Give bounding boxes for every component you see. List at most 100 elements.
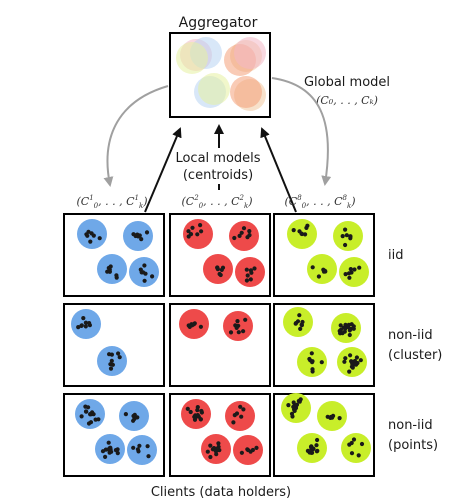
client-box — [273, 213, 375, 297]
data-point — [217, 448, 222, 453]
data-point — [141, 270, 146, 275]
data-point — [198, 223, 203, 228]
data-point — [150, 274, 155, 279]
data-point — [113, 448, 118, 453]
data-point — [254, 445, 259, 450]
data-point — [350, 361, 355, 366]
aggregator-title: Aggregator — [179, 15, 258, 31]
data-cluster — [127, 435, 157, 465]
data-point — [89, 231, 94, 236]
aggregator-centroids — [176, 37, 266, 111]
local-models-sublabel: (centroids) — [183, 168, 253, 183]
data-point — [309, 351, 314, 356]
local-models-label: Local models — [175, 151, 260, 166]
client-box — [169, 303, 271, 387]
client-box — [63, 393, 165, 477]
data-point — [307, 356, 312, 362]
data-point — [132, 416, 137, 421]
data-point — [199, 229, 204, 234]
data-point — [139, 237, 144, 242]
data-point — [106, 265, 111, 271]
data-point — [323, 269, 328, 274]
data-point — [341, 325, 346, 330]
data-point — [88, 420, 94, 425]
upload-arrow-left — [144, 127, 182, 213]
data-point — [214, 452, 219, 457]
data-point — [97, 236, 102, 241]
data-point — [347, 328, 352, 333]
data-point — [248, 449, 253, 454]
data-point — [310, 265, 315, 270]
data-point — [304, 225, 309, 230]
row-labels: iid non-iid (cluster) non-iid (points) — [388, 248, 442, 453]
aggregator-centroid-blob — [198, 73, 230, 105]
data-point — [315, 448, 320, 453]
data-point — [146, 454, 151, 459]
data-point — [199, 410, 204, 415]
data-point — [236, 330, 241, 335]
data-point — [357, 265, 362, 270]
data-point — [291, 400, 296, 405]
client-box — [63, 303, 165, 387]
data-point — [310, 360, 315, 365]
data-point — [340, 234, 345, 239]
aggregator-centroid-blob — [234, 37, 266, 69]
client-centroid-math: (C80, . . , C8k) — [284, 194, 355, 210]
data-point — [238, 404, 243, 409]
client-box — [273, 303, 375, 387]
data-point — [83, 320, 88, 325]
data-point — [338, 323, 343, 328]
data-point — [103, 454, 108, 459]
data-point — [228, 330, 234, 335]
data-point — [83, 404, 88, 409]
data-point — [241, 329, 246, 334]
data-point — [303, 232, 308, 237]
data-point — [297, 229, 302, 234]
data-point — [186, 323, 191, 328]
data-point — [208, 454, 213, 460]
data-point — [347, 369, 352, 374]
data-point — [347, 332, 352, 338]
data-point — [354, 355, 359, 360]
data-point — [291, 228, 296, 233]
row-label: iid — [388, 248, 403, 263]
client-centroid-math: (C20, . . , C2k) — [181, 194, 252, 210]
data-point — [319, 360, 324, 365]
data-point — [249, 270, 254, 275]
data-point — [192, 414, 197, 419]
data-point — [310, 367, 315, 372]
data-point — [137, 233, 142, 238]
data-point — [343, 227, 348, 232]
data-point — [107, 269, 112, 274]
data-point — [314, 443, 319, 448]
data-point — [342, 359, 347, 364]
data-point — [311, 446, 316, 451]
data-cluster — [97, 254, 127, 284]
upload-arrow-right — [260, 127, 297, 213]
data-point — [232, 235, 237, 241]
data-point — [252, 266, 257, 271]
data-point — [218, 272, 223, 278]
data-point — [83, 324, 88, 329]
data-point — [358, 358, 363, 363]
data-point — [115, 451, 120, 456]
data-point — [239, 414, 244, 419]
data-point — [348, 234, 353, 239]
data-point — [185, 406, 190, 411]
data-point — [330, 415, 335, 420]
data-point — [234, 325, 239, 330]
data-point — [348, 353, 353, 358]
data-point — [198, 324, 203, 329]
data-point — [297, 313, 302, 318]
data-point — [300, 319, 305, 325]
data-point — [248, 277, 253, 282]
data-point — [215, 267, 220, 272]
data-point — [191, 322, 196, 327]
data-point — [244, 278, 249, 283]
data-point — [131, 445, 136, 450]
data-point — [117, 355, 122, 360]
data-point — [243, 317, 248, 322]
data-point — [88, 412, 93, 417]
data-point — [123, 412, 128, 417]
data-point — [245, 235, 250, 240]
